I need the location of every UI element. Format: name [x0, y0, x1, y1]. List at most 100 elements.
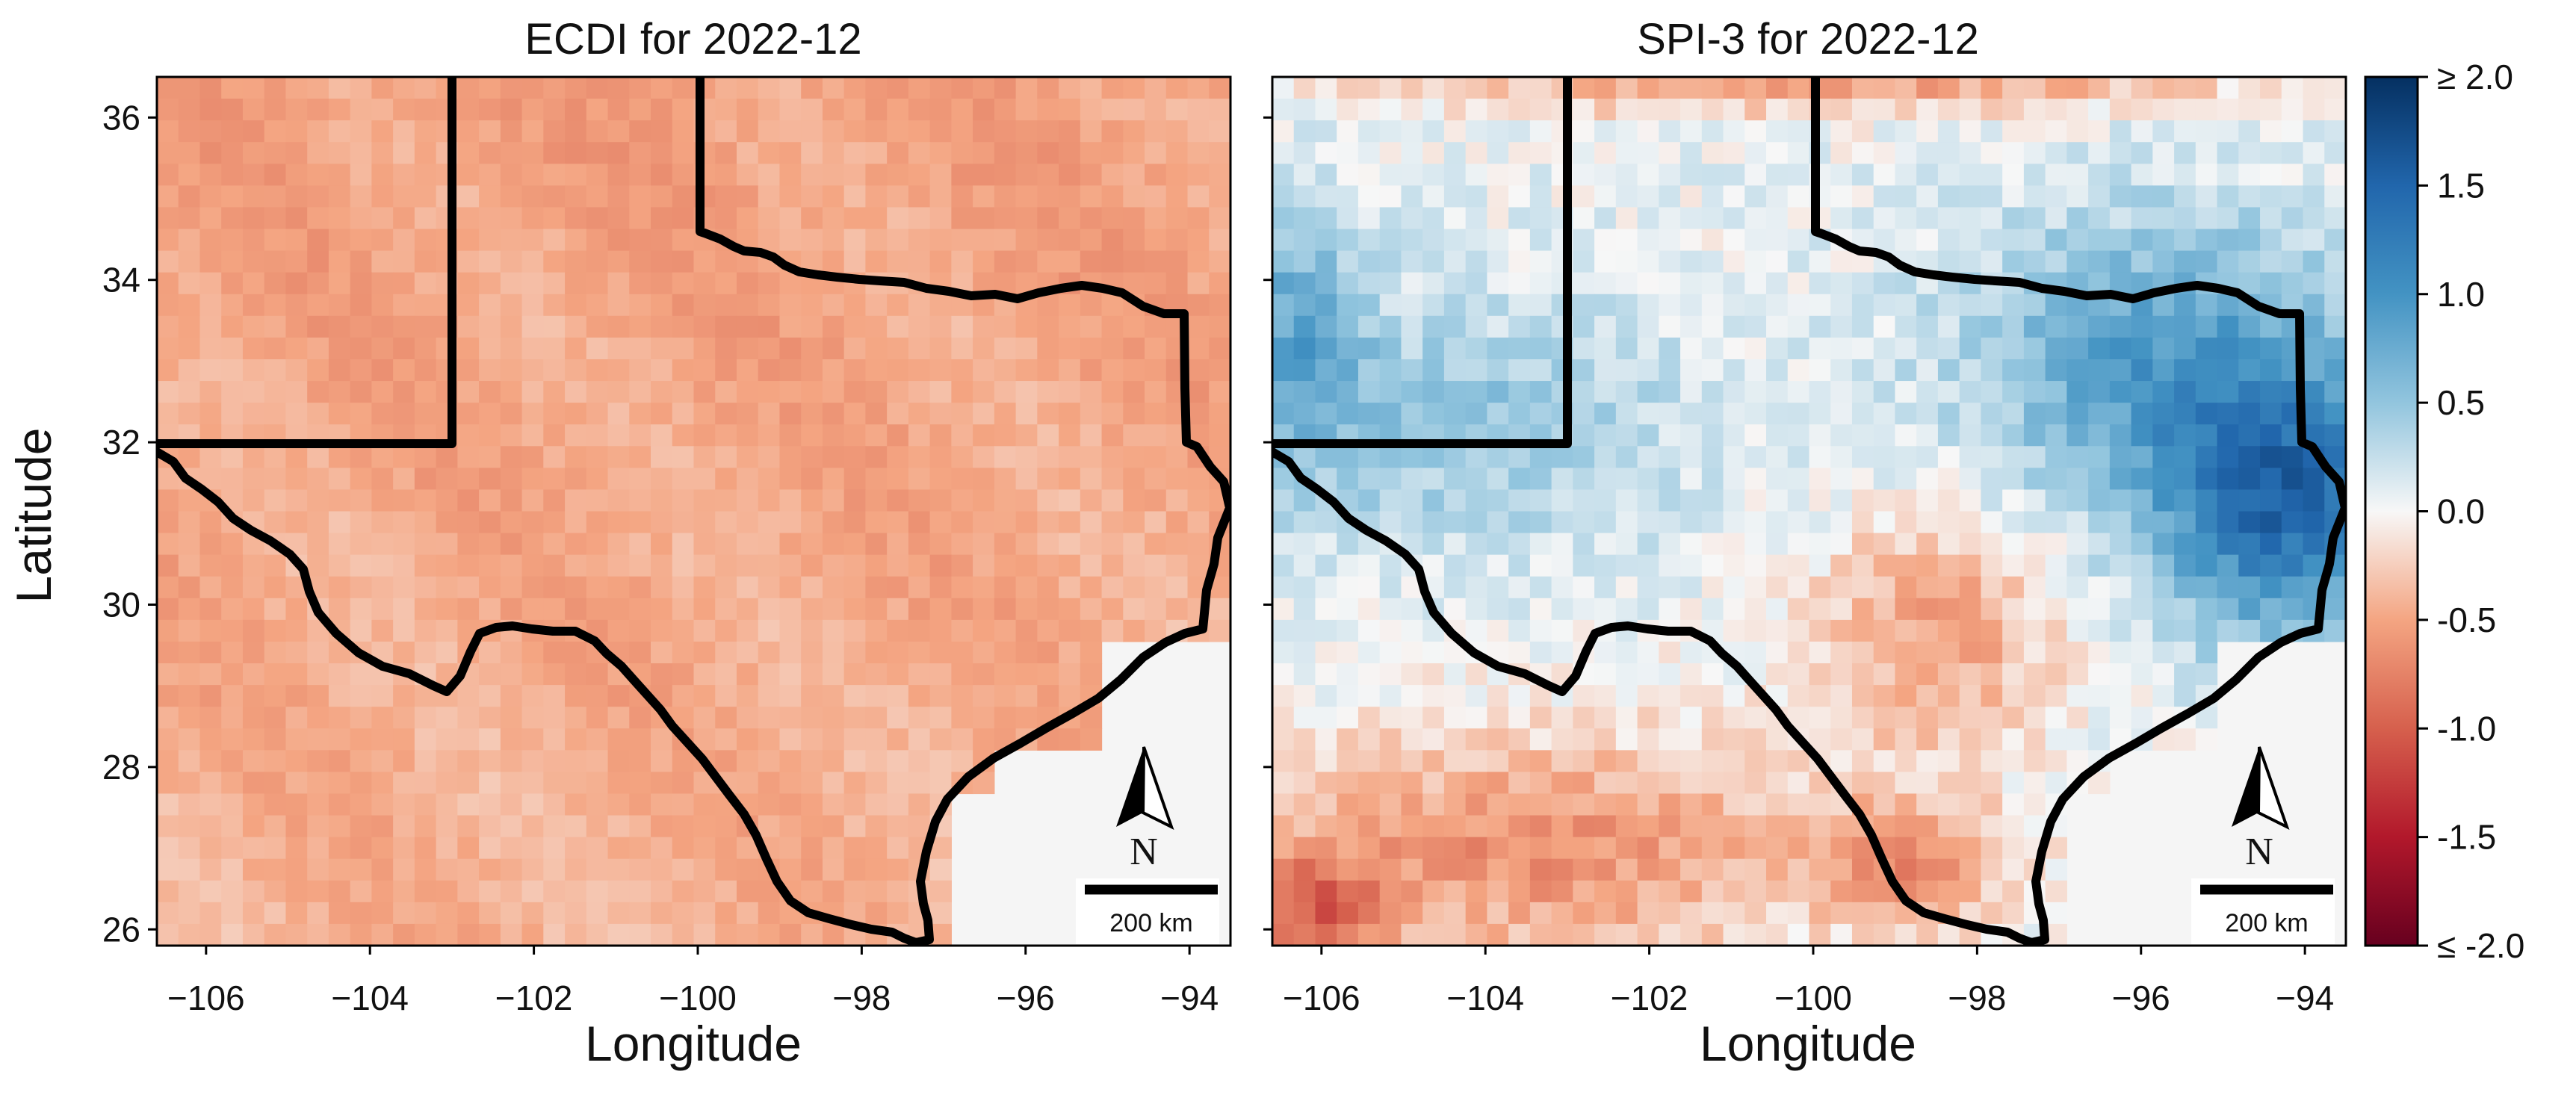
raster-cell [1487, 403, 1509, 425]
raster-cell [586, 99, 609, 121]
raster-cell [1422, 707, 1445, 729]
raster-cell [2002, 77, 2025, 99]
raster-cell [1937, 598, 1960, 621]
raster-cell [843, 533, 867, 556]
raster-cell [779, 120, 802, 143]
raster-cell [672, 815, 695, 838]
raster-cell [586, 446, 609, 468]
raster-cell [1637, 120, 1659, 143]
raster-cell [2217, 533, 2239, 556]
raster-cell [1272, 272, 1295, 295]
raster-cell [242, 99, 265, 121]
raster-cell [1701, 250, 1724, 273]
raster-cell [2324, 185, 2346, 208]
raster-cell [1766, 77, 1789, 99]
raster-cell [822, 663, 845, 686]
raster-cell [457, 403, 480, 425]
raster-cell [2174, 381, 2196, 403]
raster-cell [1659, 707, 1681, 729]
raster-cell [1015, 554, 1038, 577]
raster-cell [178, 728, 201, 751]
raster-cell [178, 99, 201, 121]
raster-cell [1529, 858, 1552, 881]
raster-cell [1401, 880, 1423, 903]
raster-cell [758, 229, 781, 252]
raster-cell [1830, 381, 1853, 403]
raster-cell [887, 315, 909, 338]
raster-cell [178, 641, 201, 664]
raster-cell [350, 229, 372, 252]
raster-cell [1123, 207, 1145, 230]
raster-cell [1659, 793, 1681, 816]
raster-cell [1080, 598, 1103, 621]
colorbar-tick-label: 1.0 [2437, 275, 2485, 314]
raster-cell [1487, 381, 1509, 403]
raster-cell [414, 250, 437, 273]
raster-cell [479, 229, 501, 252]
raster-cell [1615, 685, 1638, 707]
raster-cell [1059, 207, 1081, 230]
raster-cell [1165, 250, 1189, 273]
raster-cell [2045, 164, 2067, 186]
raster-cell [2195, 619, 2218, 642]
raster-cell [2260, 272, 2282, 295]
raster-cell [1357, 315, 1381, 338]
raster-cell [1165, 185, 1189, 208]
raster-cell [1401, 923, 1423, 946]
raster-cell [264, 164, 287, 186]
raster-cell [1315, 685, 1337, 707]
raster-cell [2002, 120, 2025, 143]
raster-cell [500, 99, 523, 121]
raster-cell [1615, 99, 1638, 121]
raster-cell [2023, 772, 2046, 795]
raster-cell [1981, 685, 2003, 707]
raster-cell [651, 120, 673, 143]
raster-cell [1787, 359, 1810, 382]
raster-cell [1059, 468, 1081, 491]
raster-cell [221, 77, 244, 99]
raster-cell [1101, 337, 1124, 360]
raster-cell [1659, 315, 1681, 338]
raster-cell [2324, 619, 2346, 642]
raster-cell [2260, 619, 2282, 642]
raster-cell [736, 337, 759, 360]
raster-cell [1680, 359, 1703, 382]
raster-cell [221, 576, 244, 599]
raster-cell [221, 641, 244, 664]
raster-cell [1187, 229, 1210, 252]
raster-cell [1895, 185, 1917, 208]
raster-cell [242, 294, 265, 317]
raster-cell [651, 294, 673, 317]
raster-cell [414, 815, 437, 838]
raster-cell [2088, 728, 2111, 751]
raster-cell [651, 359, 673, 382]
raster-cell [736, 142, 759, 164]
raster-cell [1723, 337, 1745, 360]
raster-cell [1680, 315, 1703, 338]
raster-cell [2088, 164, 2111, 186]
raster-cell [1529, 337, 1552, 360]
raster-cell [629, 837, 651, 860]
raster-cell [1015, 598, 1038, 621]
raster-cell [1787, 750, 1810, 772]
raster-cell [1766, 858, 1789, 881]
raster-cell [1293, 337, 1316, 360]
raster-cell [1422, 272, 1445, 295]
raster-cell [565, 576, 587, 599]
raster-cell [1895, 294, 1917, 317]
raster-cell [2023, 619, 2046, 642]
raster-cell [1573, 142, 1595, 164]
raster-cell [414, 750, 437, 772]
raster-cell [715, 511, 737, 534]
raster-cell [1422, 533, 1445, 556]
raster-cell [2260, 489, 2282, 512]
raster-cell [479, 185, 501, 208]
raster-cell [1293, 77, 1316, 99]
raster-cell [1873, 815, 1896, 838]
raster-cell [1873, 685, 1896, 707]
raster-cell [1659, 77, 1681, 99]
raster-cell [521, 185, 544, 208]
raster-cell [1465, 315, 1487, 338]
raster-cell [1080, 446, 1103, 468]
raster-cell [1059, 315, 1081, 338]
